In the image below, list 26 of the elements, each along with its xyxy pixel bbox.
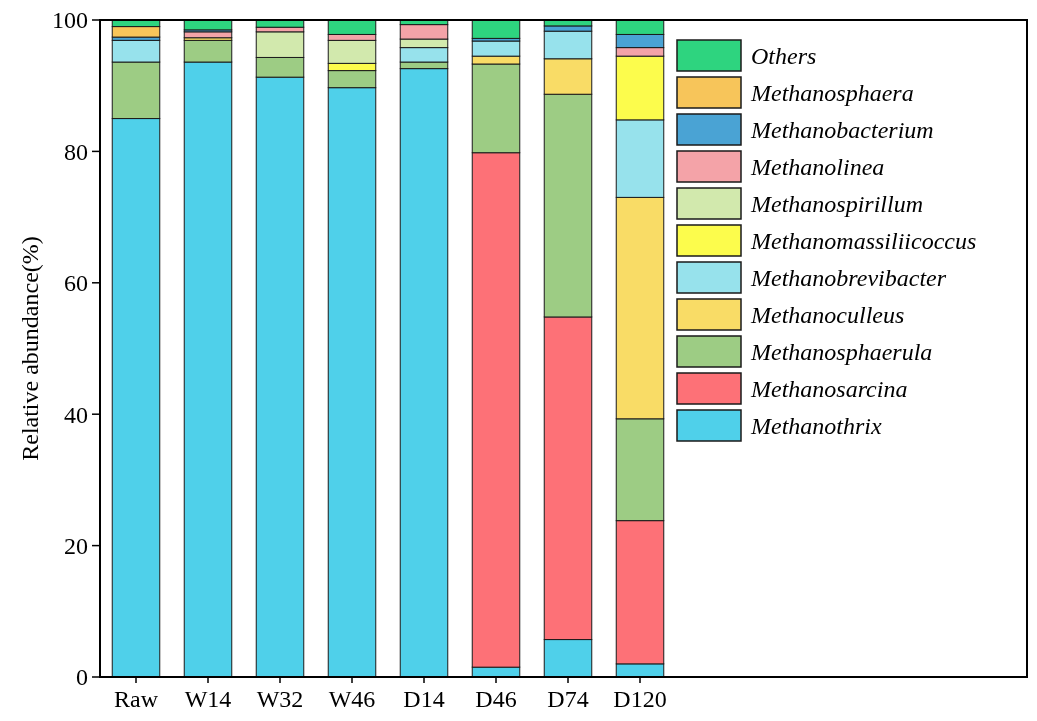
legend-label: Methanothrix <box>750 413 882 440</box>
x-tick-label: W46 <box>328 686 376 712</box>
x-tick-label: D14 <box>403 686 445 712</box>
x-tick-label: D74 <box>547 686 589 712</box>
legend-label: Methanobrevibacter <box>750 265 947 292</box>
x-tick-label: D46 <box>475 686 517 712</box>
y-tick-label: 40 <box>64 401 88 428</box>
legend-label: Methanosarcina <box>750 376 908 403</box>
legend-label: Methanoculleus <box>750 302 905 329</box>
legend-label: Methanomassiliicoccus <box>750 228 977 255</box>
legend-label: Methanosphaera <box>750 80 914 107</box>
legend-label: Methanobacterium <box>750 117 934 144</box>
legend-label: Methanolinea <box>750 154 885 181</box>
legend-label: Methanosphaerula <box>750 339 933 366</box>
y-tick-label: 100 <box>52 7 88 34</box>
y-tick-label: 0 <box>76 664 88 691</box>
y-tick-label: 60 <box>64 270 88 297</box>
legend-label: Others <box>751 43 817 70</box>
x-tick-label: W32 <box>256 686 304 712</box>
x-tick-label: D120 <box>613 686 667 712</box>
x-tick-label: Raw <box>114 686 159 712</box>
x-tick-label: W14 <box>184 686 232 712</box>
y-tick-label: 80 <box>64 138 88 165</box>
y-axis-title: Relative abundance(%) <box>17 236 43 461</box>
legend-label: Methanospirillum <box>750 191 923 218</box>
y-tick-label: 20 <box>64 533 88 559</box>
